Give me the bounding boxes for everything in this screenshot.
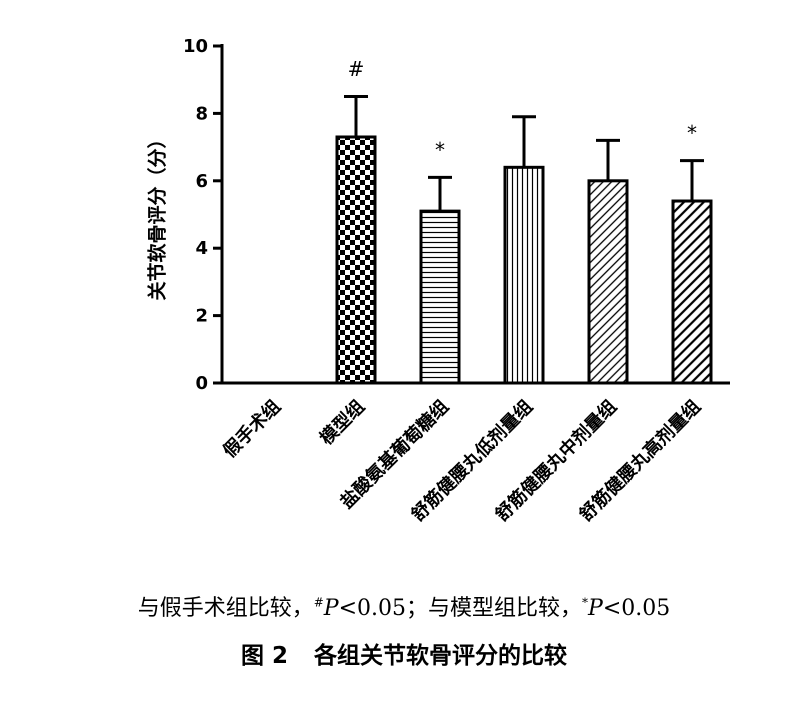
note-val1: <0.05；与模型组比较， [338, 596, 583, 621]
y-tick-label: 8 [195, 103, 208, 124]
bar [503, 165, 545, 385]
significance-marker: * [435, 138, 445, 162]
bar-chart: 关节软骨评分（分） 0 2 4 6 8 10 # * * 假手术组 模型组盐酸氨基葡萄糖组舒筋健… [146, 36, 730, 526]
y-tick-label: 6 [195, 171, 208, 192]
y-tick-label: 0 [195, 373, 208, 394]
y-tick-label: 10 [183, 36, 208, 57]
figure-number: 图 2 [240, 643, 288, 669]
bar [335, 135, 377, 385]
x-tick-labels: 假手术组 模型组盐酸氨基葡萄糖组舒筋健腰丸低剂量组舒筋健腰丸中剂量组舒筋健腰丸高剂… [219, 396, 705, 526]
bar [671, 199, 713, 385]
significance-note: 与假手术组比较，#P<0.05；与模型组比较，*P<0.05 [0, 590, 808, 622]
y-tick-label: 4 [195, 238, 208, 259]
y-axis-label: 关节软骨评分（分） [146, 129, 169, 300]
x-tick-label: 假手术组 [219, 396, 285, 462]
bars: # * * [335, 57, 713, 385]
significance-marker: * [687, 121, 697, 145]
figure-caption: 图 2 各组关节软骨评分的比较 [0, 636, 808, 670]
bar [587, 179, 629, 385]
y-tick-label: 2 [195, 306, 208, 327]
x-tick-label: 模型组 [315, 396, 369, 450]
y-ticks: 0 2 4 6 8 10 [183, 36, 222, 394]
note-p1: P [323, 596, 339, 621]
bar [419, 209, 461, 385]
significance-marker: # [348, 57, 365, 81]
note-mark1: # [313, 595, 324, 610]
note-mark2: * [582, 595, 589, 610]
note-part1: 与假手术组比较， [137, 596, 314, 621]
figure-title: 各组关节软骨评分的比较 [314, 643, 567, 669]
note-p2: P [588, 596, 603, 621]
note-val2: <0.05 [602, 596, 671, 621]
